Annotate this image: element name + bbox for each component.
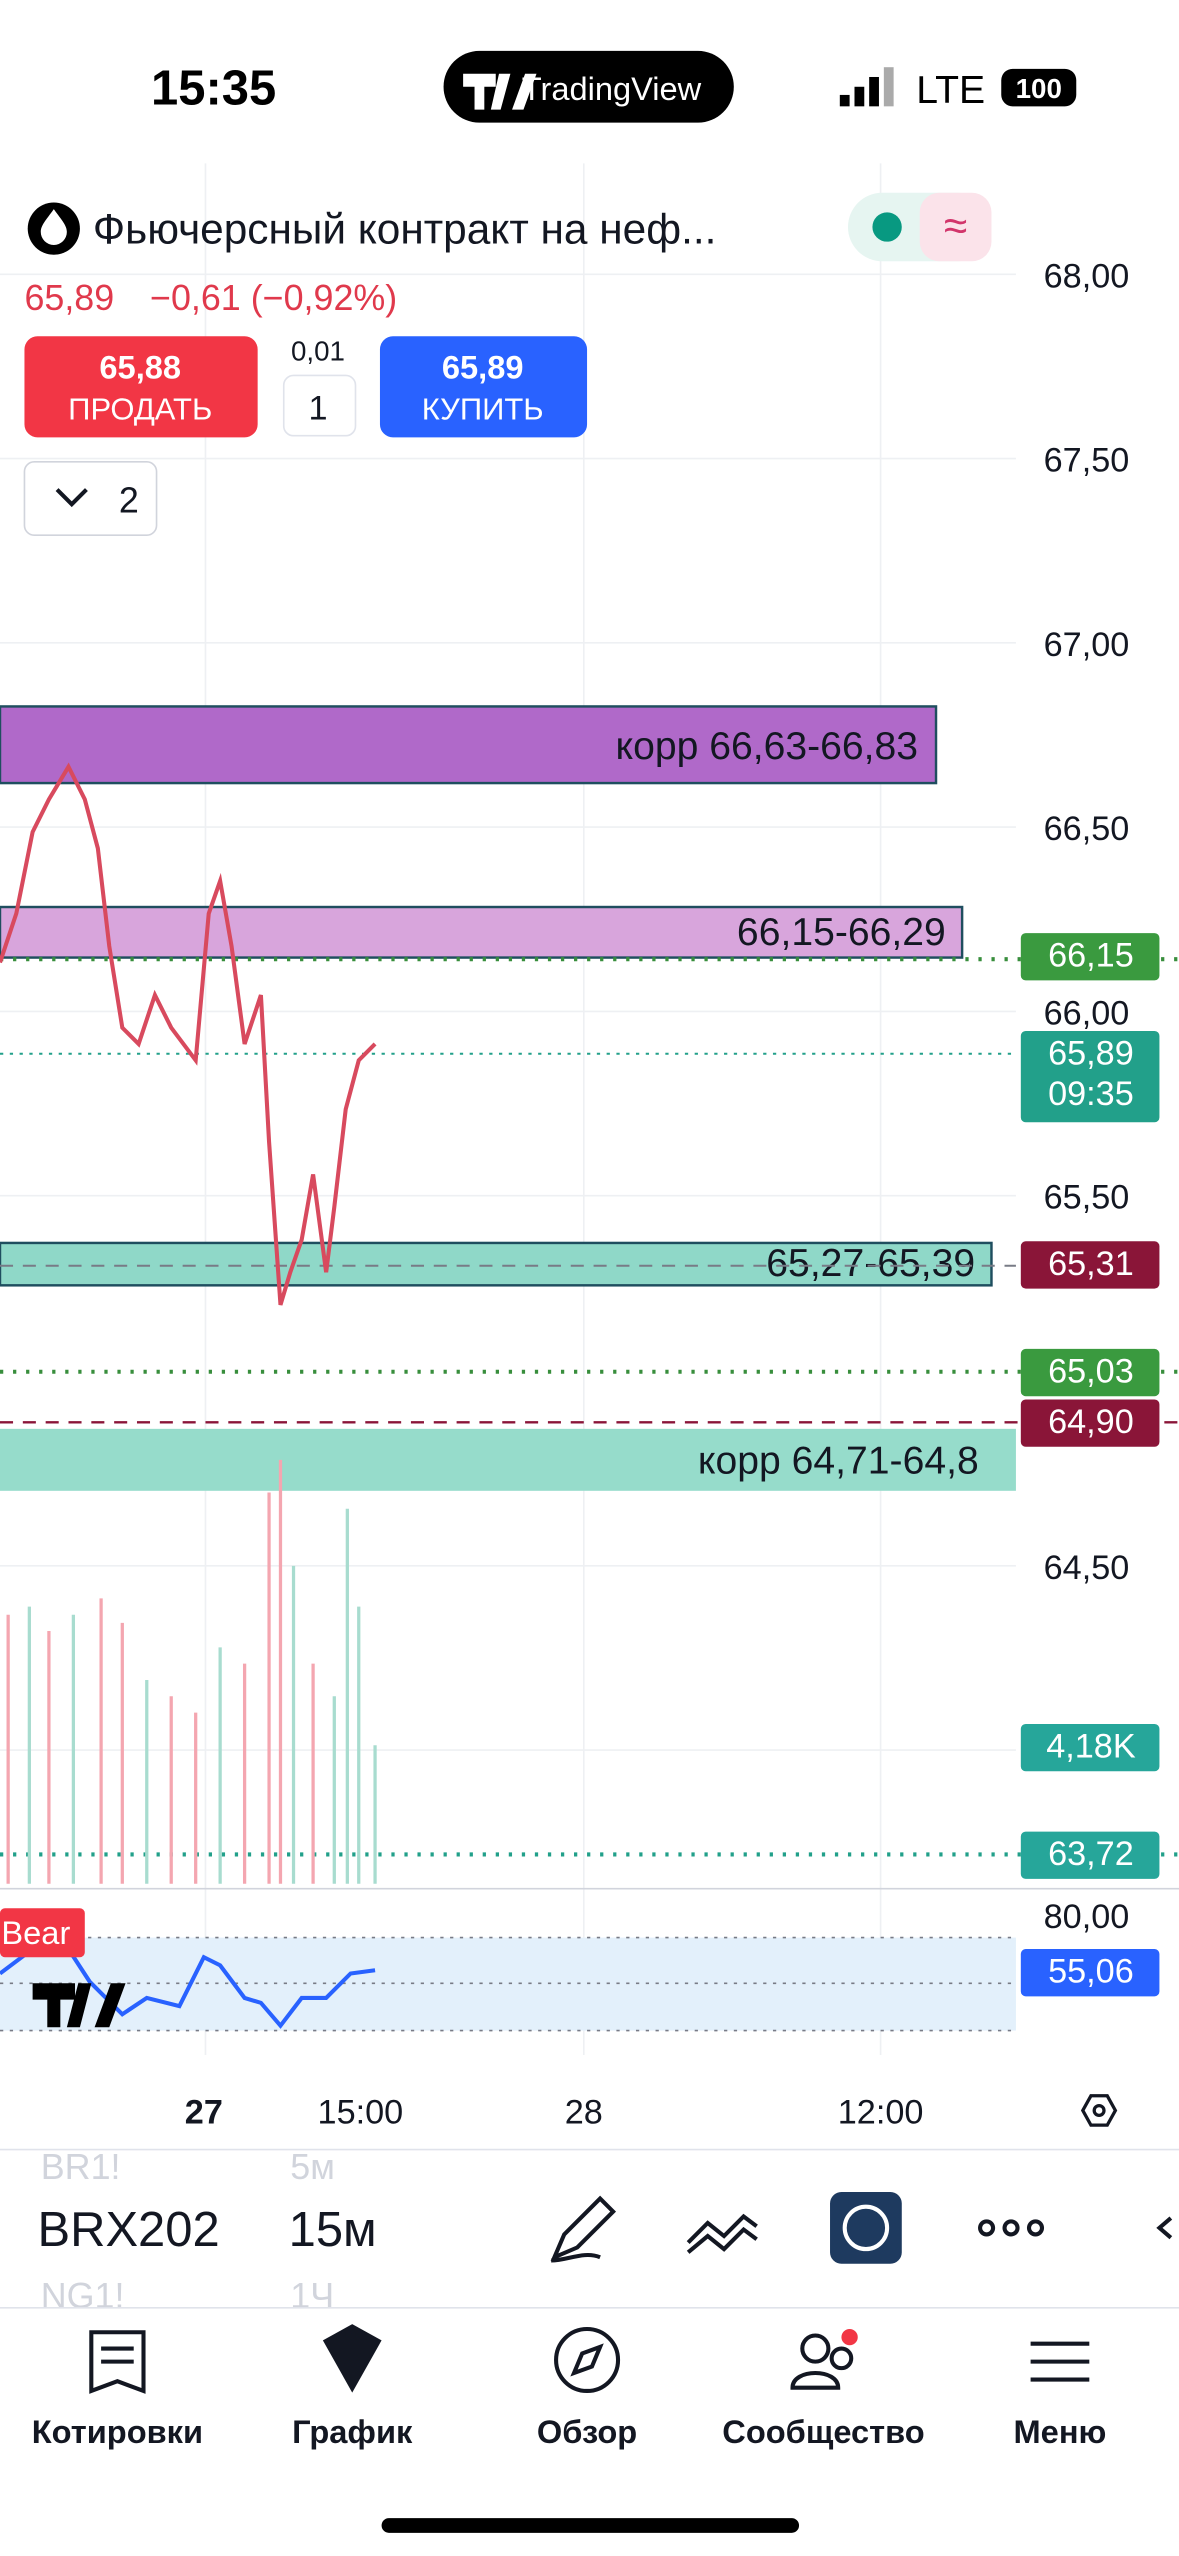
symbol-next: NG1! — [41, 2276, 125, 2316]
y-label: 67,50 — [1044, 442, 1130, 480]
y-label: 68,00 — [1044, 257, 1130, 295]
sell-button[interactable] — [24, 336, 258, 438]
x-label: 12:00 — [838, 2094, 924, 2132]
y-label: 65,50 — [1044, 1179, 1130, 1217]
price-tag — [1020, 1831, 1160, 1879]
indicators-tool[interactable] — [686, 2213, 758, 2254]
price-tag — [1020, 1399, 1160, 1447]
tab[interactable]: Сообщество — [722, 2413, 924, 2450]
price-tag-label: 65,31 — [1048, 1245, 1134, 1283]
price-tag-label: 64,90 — [1048, 1403, 1134, 1441]
home-indicator — [381, 2518, 800, 2533]
x-label: 27 — [185, 2094, 223, 2132]
qty-box[interactable] — [282, 374, 357, 437]
tv-logo — [463, 73, 537, 110]
chevron — [55, 488, 88, 508]
step: 0,01 — [291, 336, 345, 367]
y-label: 67,00 — [1044, 626, 1130, 664]
buy-button[interactable] — [379, 336, 588, 438]
tab[interactable]: График — [292, 2413, 413, 2450]
market-dot — [872, 212, 902, 242]
battery — [1001, 68, 1077, 107]
notification-dot — [841, 2328, 858, 2346]
zone[interactable] — [0, 1241, 993, 1287]
clock: 15:35 — [151, 62, 276, 116]
price-tag — [1020, 1030, 1160, 1123]
x-label: 15:00 — [318, 2094, 404, 2132]
network: LTE — [916, 69, 985, 112]
quote: 65,89 — [24, 278, 114, 318]
y-label: 64,50 — [1044, 1549, 1130, 1587]
tab[interactable]: Меню — [1014, 2413, 1107, 2450]
sell-price: 65,88 — [99, 349, 181, 386]
tab[interactable]: Котировки — [32, 2413, 203, 2450]
price-tag — [1020, 1241, 1160, 1289]
settings-icon[interactable] — [1080, 2094, 1118, 2127]
price-tag — [1020, 933, 1160, 981]
watermark-logo — [32, 1983, 126, 2028]
symbol[interactable]: BRX202 — [38, 2203, 220, 2257]
sell-label: ПРОДАТЬ — [68, 391, 212, 426]
y-label: 66,50 — [1044, 810, 1130, 848]
levels — [0, 957, 1179, 1857]
bear-label: Bear — [1, 1914, 70, 1951]
draw-tool[interactable] — [550, 2195, 617, 2263]
change: −0,61 (−0,92%) — [150, 278, 397, 318]
zone-label: 66,15-66,29 — [737, 911, 946, 954]
collapse-button[interactable] — [23, 461, 158, 537]
interval[interactable]: 15м — [289, 2203, 377, 2257]
price-tag-label: 66,15 — [1048, 937, 1134, 975]
tab-icons — [89, 2326, 1090, 2394]
zone[interactable] — [0, 905, 964, 959]
zone-label: корр 64,71-64,8 — [698, 1439, 979, 1482]
indicator-axis: 80,00 — [1044, 1898, 1130, 1936]
app-tool-icon — [842, 2204, 890, 2252]
delay-icon: ≈ — [944, 202, 967, 249]
drop — [40, 209, 67, 245]
app-name: TradingView — [522, 70, 702, 107]
price-tag — [1020, 1723, 1160, 1772]
volume-tag-label: 4,18K — [1046, 1728, 1136, 1766]
symbol-title[interactable]: Фьючерсный контракт на неф... — [93, 205, 716, 252]
price-tag-label: 63,72 — [1048, 1835, 1134, 1873]
buy-label: КУПИТЬ — [422, 391, 544, 426]
price-tag — [1020, 1348, 1160, 1397]
y-label: 66,00 — [1044, 994, 1130, 1032]
x-label: 28 — [565, 2094, 603, 2132]
indicator-value: 55,06 — [1048, 1953, 1134, 1991]
settings-dot — [1092, 2103, 1106, 2117]
indicator-line — [0, 1941, 376, 2029]
countdown: 09:35 — [1048, 1075, 1134, 1113]
more-tool[interactable] — [978, 2219, 1045, 2237]
price-line — [0, 762, 377, 1306]
indicator-tag — [1020, 1949, 1160, 1997]
delay-toggle[interactable] — [919, 192, 992, 262]
buy-price: 65,89 — [442, 349, 524, 386]
collapse-count: 2 — [119, 480, 139, 520]
zone[interactable] — [0, 705, 938, 785]
zone[interactable] — [0, 1428, 1016, 1491]
price-tag-label: 65,89 — [1048, 1034, 1134, 1072]
grid — [0, 163, 1016, 2056]
zone-label: 65,27-65,39 — [766, 1242, 975, 1285]
scroll-arrow[interactable] — [1156, 2216, 1173, 2240]
app-tool[interactable] — [830, 2192, 902, 2264]
chart-tab-icon — [322, 2324, 382, 2393]
tab[interactable]: Обзор — [537, 2413, 637, 2450]
volume-bars — [6, 1459, 377, 1884]
interval-next: 1Ч — [290, 2276, 334, 2316]
price-tag-label: 65,03 — [1048, 1352, 1134, 1390]
bear-label-box — [0, 1908, 85, 1958]
battery-level: 100 — [1016, 73, 1062, 104]
zone-label: корр 66,63-66,83 — [616, 725, 919, 768]
qty: 1 — [308, 389, 327, 427]
interval-prev: 5м — [290, 2147, 335, 2187]
symbol-prev: BR1! — [41, 2147, 121, 2187]
signal — [839, 67, 894, 107]
